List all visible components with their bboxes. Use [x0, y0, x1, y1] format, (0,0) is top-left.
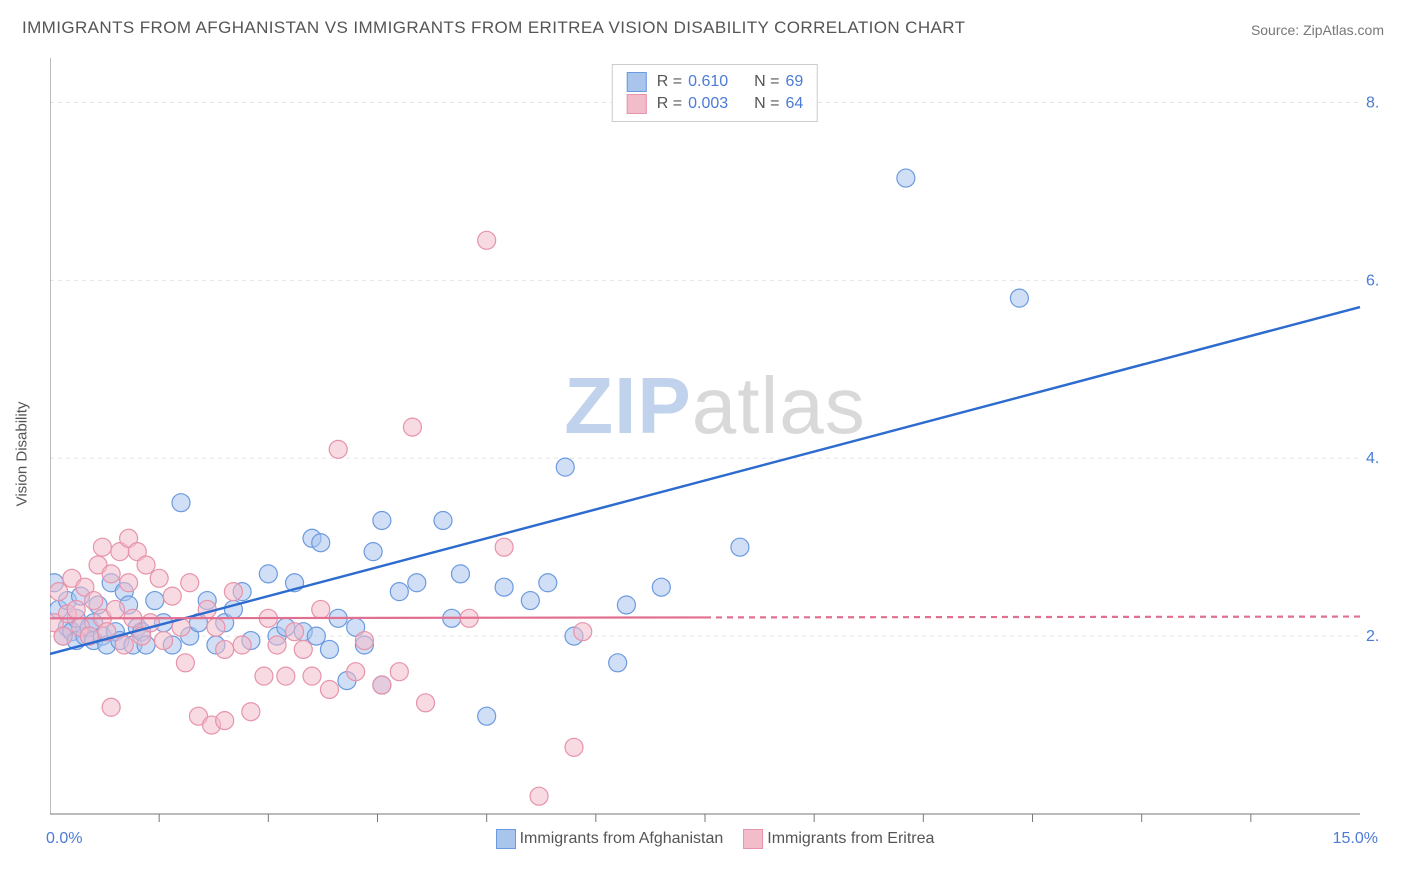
legend-swatch — [627, 94, 647, 114]
legend-swatch — [743, 829, 763, 849]
legend-item: Immigrants from Afghanistan — [496, 829, 724, 849]
legend-row: R = 0.610 N = 69 — [627, 71, 803, 93]
chart-title: IMMIGRANTS FROM AFGHANISTAN VS IMMIGRANT… — [22, 18, 965, 38]
r-label: R = — [657, 71, 682, 93]
r-value: 0.610 — [688, 71, 740, 93]
legend-label: Immigrants from Eritrea — [767, 830, 934, 847]
n-label: N = — [754, 93, 779, 115]
y-axis-label: Vision Disability — [14, 402, 31, 507]
r-label: R = — [657, 93, 682, 115]
n-label: N = — [754, 71, 779, 93]
legend-swatch — [496, 829, 516, 849]
chart-area: Vision Disability 2.0%4.0%6.0%8.0% ZIPat… — [50, 58, 1380, 850]
source-label: Source: ZipAtlas.com — [1251, 22, 1384, 38]
n-value: 64 — [785, 93, 803, 115]
correlation-legend: R = 0.610 N = 69 R = 0.003 N = 64 — [612, 64, 818, 122]
scatter-plot: 2.0% 4.0% 6.0% 8.0% — [50, 58, 1380, 850]
svg-text:6.0%: 6.0% — [1366, 272, 1380, 289]
legend-swatch — [627, 72, 647, 92]
n-value: 69 — [785, 71, 803, 93]
legend-item: Immigrants from Eritrea — [743, 829, 934, 849]
legend-row: R = 0.003 N = 64 — [627, 93, 803, 115]
series-legend: Immigrants from Afghanistan Immigrants fr… — [50, 824, 1380, 854]
r-value: 0.003 — [688, 93, 740, 115]
svg-text:4.0%: 4.0% — [1366, 450, 1380, 467]
svg-text:2.0%: 2.0% — [1366, 628, 1380, 645]
legend-label: Immigrants from Afghanistan — [520, 830, 724, 847]
svg-text:8.0%: 8.0% — [1366, 94, 1380, 111]
